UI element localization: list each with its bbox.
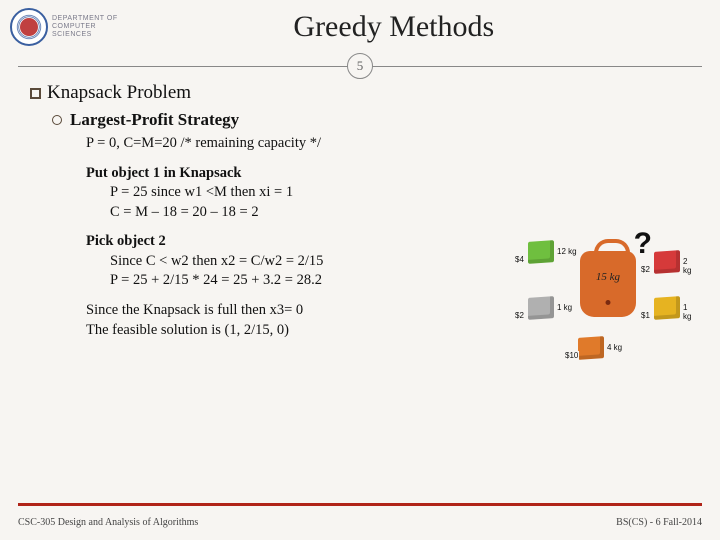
item-weight-label: 4 kg <box>606 343 623 352</box>
item-price-label: $2 <box>514 311 525 320</box>
slide: DEPARTMENT OF COMPUTER SCIENCES Greedy M… <box>0 0 720 540</box>
item-weight-label: 2 kg <box>682 257 698 275</box>
square-bullet-icon <box>30 88 41 99</box>
init-block: P = 0, C=M=20 /* remaining capacity */ <box>86 134 690 154</box>
heading-level-1: Knapsack Problem <box>30 82 690 104</box>
item-price-label: $2 <box>640 265 651 274</box>
dept-line: COMPUTER <box>52 23 118 31</box>
dept-line: SCIENCES <box>52 31 118 39</box>
item-cube-icon <box>654 296 680 320</box>
item-price-label: $4 <box>514 255 525 264</box>
footer: CSC-305 Design and Analysis of Algorithm… <box>18 517 702 528</box>
item-price-label: $10 <box>564 351 579 360</box>
item-price-label: $1 <box>640 311 651 320</box>
item-weight-label: 1 kg <box>682 303 698 321</box>
knapsack-illustration: ? 15 kg $412 kg$22 kg$21 kg$11 kg$104 kg <box>508 235 698 395</box>
lvl1-text: Knapsack Problem <box>47 82 191 103</box>
department-label: DEPARTMENT OF COMPUTER SCIENCES <box>52 15 118 38</box>
item-weight-label: 12 kg <box>556 247 578 256</box>
knapsack-bag-icon: 15 kg <box>580 251 636 317</box>
dept-line: DEPARTMENT OF <box>52 15 118 23</box>
question-mark-icon: ? <box>634 227 652 261</box>
bottom-rule <box>18 503 702 506</box>
step1-line: P = 25 since w1 <M then xi = 1 <box>86 183 690 203</box>
step1-block: Put object 1 in Knapsack P = 25 since w1… <box>86 164 690 223</box>
title-divider: 5 <box>0 54 720 78</box>
item-cube-icon <box>528 296 554 320</box>
lvl2-text: Largest-Profit Strategy <box>70 110 239 129</box>
university-logo-icon <box>10 8 48 46</box>
item-cube-icon <box>654 250 680 274</box>
footer-right: BS(CS) - 6 Fall-2014 <box>616 517 702 528</box>
item-weight-label: 1 kg <box>556 303 573 312</box>
item-cube-icon <box>528 240 554 264</box>
item-cube-icon <box>578 336 604 360</box>
footer-left: CSC-305 Design and Analysis of Algorithm… <box>18 517 198 528</box>
step1-line: C = M – 18 = 20 – 18 = 2 <box>86 203 690 223</box>
heading-level-2: Largest-Profit Strategy <box>52 110 690 130</box>
slide-title: Greedy Methods <box>118 10 710 44</box>
logo-group: DEPARTMENT OF COMPUTER SCIENCES <box>10 8 118 46</box>
bag-capacity-label: 15 kg <box>580 271 636 283</box>
page-number-badge: 5 <box>347 53 373 79</box>
circle-bullet-icon <box>52 115 62 125</box>
header: DEPARTMENT OF COMPUTER SCIENCES Greedy M… <box>0 0 720 46</box>
step1-title: Put object 1 in Knapsack <box>86 164 690 184</box>
init-line: P = 0, C=M=20 /* remaining capacity */ <box>86 134 690 154</box>
